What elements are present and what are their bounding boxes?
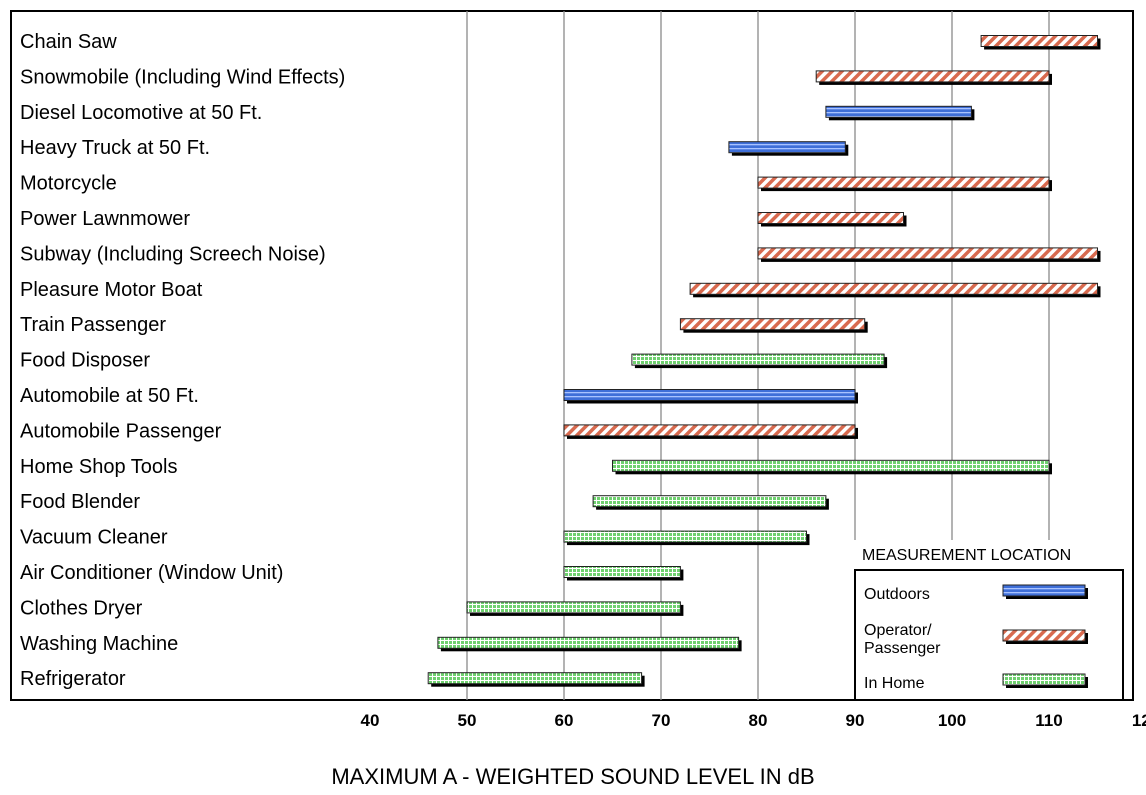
bar-fill	[679, 318, 866, 331]
bar-fill	[757, 247, 1098, 260]
bar-fill	[825, 105, 972, 118]
bar-fill	[815, 70, 1050, 83]
bar-operator	[980, 35, 1101, 50]
category-label: Diesel Locomotive at 50 Ft.	[20, 102, 262, 124]
category-label: Heavy Truck at 50 Ft.	[20, 137, 210, 159]
category-label: Pleasure Motor Boat	[20, 279, 203, 301]
legend-label-operator: Passenger	[864, 640, 941, 657]
x-tick-label-40: 40	[361, 711, 380, 730]
x-tick-label-70: 70	[652, 711, 671, 730]
bar-fill	[757, 212, 904, 224]
bar-fill	[689, 282, 1098, 295]
category-label: Washing Machine	[20, 633, 178, 655]
bar-operator	[757, 212, 907, 227]
category-label: Refrigerator	[20, 668, 126, 690]
category-label: Snowmobile (Including Wind Effects)	[20, 66, 345, 88]
bar-operator	[689, 282, 1101, 298]
legend-label-outdoors: Outdoors	[864, 586, 930, 603]
category-label: Subway (Including Screech Noise)	[20, 243, 326, 265]
bar-fill	[980, 35, 1098, 47]
category-label: Home Shop Tools	[20, 456, 178, 478]
bar-outdoors	[728, 141, 849, 156]
category-label: Train Passenger	[20, 314, 166, 336]
category-label: Vacuum Cleaner	[20, 527, 168, 549]
x-tick-labels: 40 50 60 70 80 90 100 110 120	[361, 711, 1146, 730]
x-tick-label-90: 90	[846, 711, 865, 730]
legend-title: MEASUREMENT LOCATION	[862, 547, 1071, 564]
legend-label-operator: Operator/	[864, 622, 932, 639]
bar-fill	[631, 353, 885, 366]
category-label: Power Lawnmower	[20, 208, 190, 230]
legend-swatch-outdoors	[1002, 584, 1086, 597]
category-label: Food Blender	[20, 491, 140, 513]
bar-home	[612, 459, 1052, 475]
legend-label-home: In Home	[864, 675, 925, 692]
category-label: Automobile Passenger	[20, 420, 222, 442]
x-tick-label-50: 50	[458, 711, 477, 730]
bar-outdoors	[825, 105, 975, 121]
bars	[427, 35, 1101, 687]
x-tick-label-80: 80	[749, 711, 768, 730]
legend-title-bg	[852, 540, 1122, 570]
legend-swatch-home	[1002, 673, 1086, 686]
bar-fill	[466, 601, 681, 614]
bar-outdoors	[563, 389, 858, 404]
bar-fill	[563, 389, 856, 401]
bar-operator	[563, 424, 858, 439]
legend: MEASUREMENT LOCATION Outdoors Operator/Pa…	[852, 540, 1124, 701]
category-label: Motorcycle	[20, 173, 117, 195]
bar-home	[563, 530, 810, 546]
category-label: Automobile at 50 Ft.	[20, 385, 199, 407]
bar-fill	[437, 636, 740, 649]
bar-home	[437, 636, 742, 652]
bar-fill	[427, 672, 643, 685]
category-label: Chain Saw	[20, 31, 117, 53]
bar-fill	[728, 141, 846, 154]
bar-operator	[679, 318, 868, 333]
category-label: Clothes Dryer	[20, 597, 143, 619]
legend-swatch-operator	[1002, 629, 1086, 642]
bar-operator	[757, 247, 1101, 262]
x-tick-label-60: 60	[555, 711, 574, 730]
bar-fill	[563, 424, 856, 437]
bar-home	[592, 495, 829, 510]
bar-home	[466, 601, 684, 616]
bar-home	[631, 353, 888, 369]
x-axis-label: MAXIMUM A - WEIGHTED SOUND LEVEL IN dB	[331, 764, 814, 789]
bar-operator	[757, 176, 1052, 192]
bar-operator	[815, 70, 1052, 85]
category-labels: Chain Saw Snowmobile (Including Wind Effe…	[20, 31, 345, 690]
bar-home	[427, 672, 645, 687]
x-tick-label-110: 110	[1035, 711, 1062, 730]
category-label: Food Disposer	[20, 350, 150, 372]
bar-fill	[592, 495, 827, 508]
bar-fill	[612, 459, 1050, 472]
x-tick-label-100: 100	[938, 711, 966, 730]
bar-home	[563, 566, 684, 581]
bar-fill	[563, 530, 807, 543]
x-tick-label-120: 120	[1132, 711, 1146, 730]
category-label: Air Conditioner (Window Unit)	[20, 562, 283, 584]
bar-fill	[563, 566, 681, 578]
bar-fill	[757, 176, 1050, 189]
